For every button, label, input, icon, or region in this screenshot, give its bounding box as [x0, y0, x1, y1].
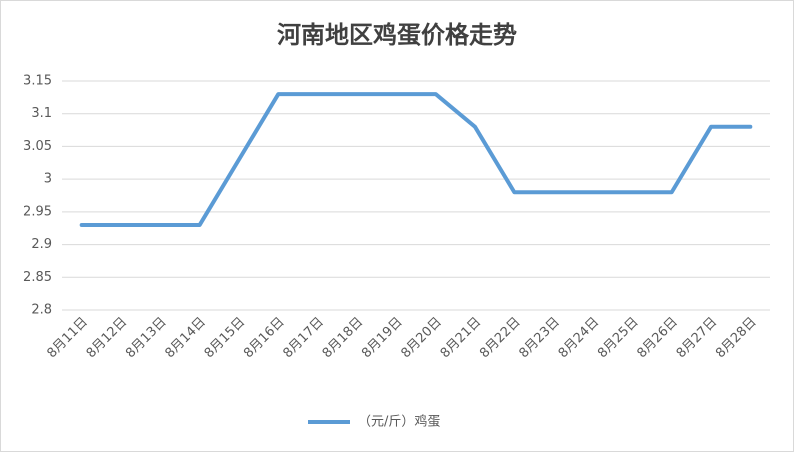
y-tick-label: 2.85 — [23, 270, 52, 285]
y-tick-label: 3.1 — [31, 106, 52, 121]
y-tick-label: 2.9 — [31, 237, 52, 252]
y-tick-label: 3 — [44, 172, 52, 187]
y-tick-label: 2.8 — [31, 303, 52, 318]
y-tick-label: 2.95 — [23, 204, 52, 219]
y-tick-label: 3.15 — [23, 74, 52, 89]
y-tick-label: 3.05 — [23, 139, 52, 154]
chart-title: 河南地区鸡蛋价格走势 — [277, 21, 517, 49]
data-line — [79, 92, 753, 227]
legend-label: （元/斤）鸡蛋 — [358, 414, 440, 430]
